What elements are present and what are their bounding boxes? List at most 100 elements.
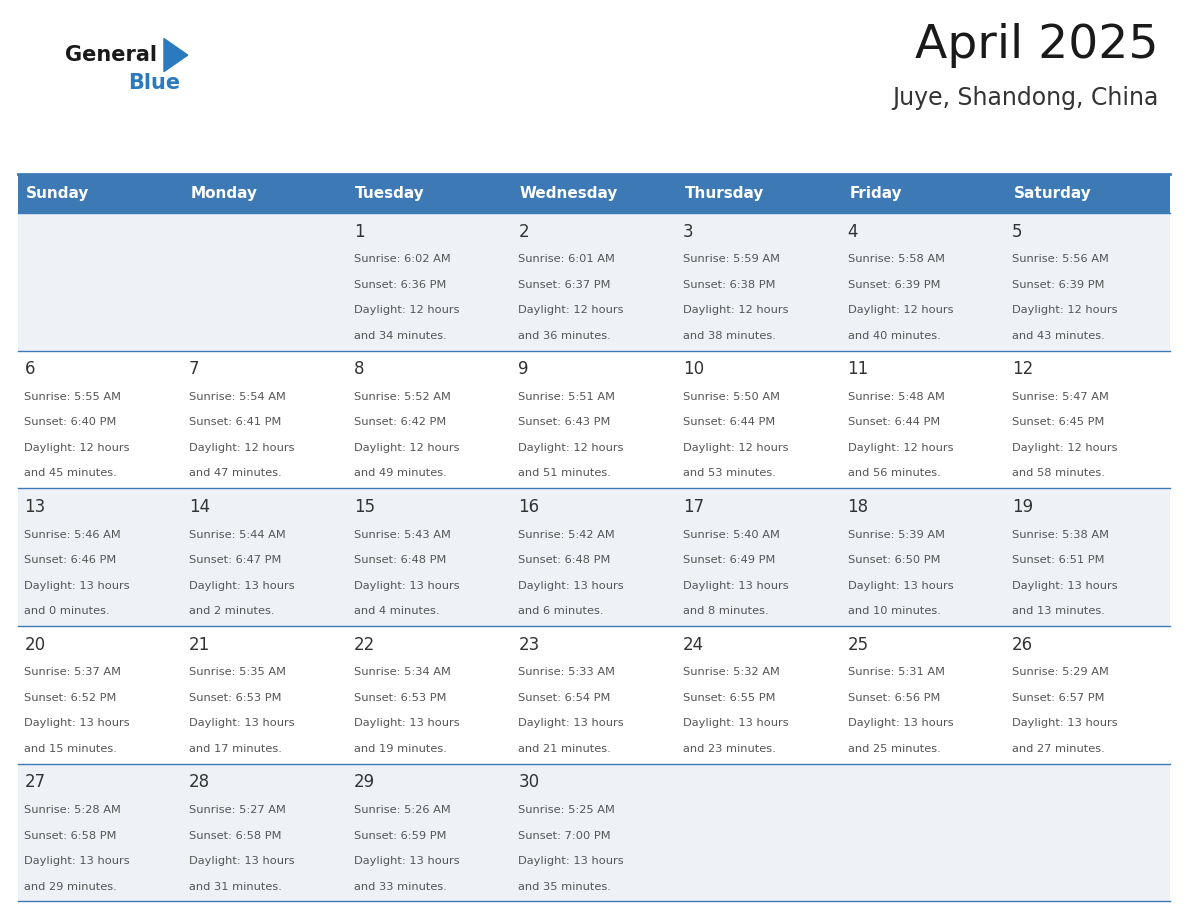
Text: and 58 minutes.: and 58 minutes.	[1012, 468, 1105, 478]
Text: 12: 12	[1012, 360, 1034, 378]
Text: Sunrise: 5:31 AM: Sunrise: 5:31 AM	[847, 667, 944, 677]
Text: Sunrise: 5:58 AM: Sunrise: 5:58 AM	[847, 254, 944, 264]
Bar	[18, 174, 183, 213]
Bar	[18, 764, 1170, 901]
Text: 27: 27	[25, 773, 45, 791]
Text: 9: 9	[518, 360, 529, 378]
Text: and 8 minutes.: and 8 minutes.	[683, 606, 769, 616]
Text: 30: 30	[518, 773, 539, 791]
Text: and 38 minutes.: and 38 minutes.	[683, 330, 776, 341]
Text: Daylight: 13 hours: Daylight: 13 hours	[25, 718, 129, 728]
Text: Friday: Friday	[849, 186, 902, 201]
Text: and 25 minutes.: and 25 minutes.	[847, 744, 940, 754]
Text: 6: 6	[25, 360, 34, 378]
Bar	[18, 488, 1170, 626]
Text: Sunset: 6:42 PM: Sunset: 6:42 PM	[354, 418, 446, 428]
Text: 20: 20	[25, 635, 45, 654]
Text: Daylight: 12 hours: Daylight: 12 hours	[1012, 443, 1118, 453]
Text: 26: 26	[1012, 635, 1034, 654]
Text: and 45 minutes.: and 45 minutes.	[25, 468, 118, 478]
Text: Sunrise: 5:40 AM: Sunrise: 5:40 AM	[683, 530, 779, 540]
Text: Daylight: 13 hours: Daylight: 13 hours	[354, 718, 460, 728]
Text: Sunset: 6:39 PM: Sunset: 6:39 PM	[1012, 280, 1105, 290]
Text: Sunrise: 5:44 AM: Sunrise: 5:44 AM	[189, 530, 286, 540]
Text: and 31 minutes.: and 31 minutes.	[189, 881, 282, 891]
Text: Daylight: 13 hours: Daylight: 13 hours	[518, 580, 624, 590]
Text: Daylight: 12 hours: Daylight: 12 hours	[683, 443, 789, 453]
Text: Sunset: 6:53 PM: Sunset: 6:53 PM	[354, 693, 447, 703]
Text: Daylight: 13 hours: Daylight: 13 hours	[354, 580, 460, 590]
Text: Sunrise: 5:35 AM: Sunrise: 5:35 AM	[189, 667, 286, 677]
Text: Sunrise: 5:39 AM: Sunrise: 5:39 AM	[847, 530, 944, 540]
Text: Sunset: 6:36 PM: Sunset: 6:36 PM	[354, 280, 446, 290]
Text: Sunset: 6:57 PM: Sunset: 6:57 PM	[1012, 693, 1105, 703]
Text: Sunset: 6:45 PM: Sunset: 6:45 PM	[1012, 418, 1105, 428]
Bar	[18, 213, 1170, 351]
Text: Sunset: 6:55 PM: Sunset: 6:55 PM	[683, 693, 776, 703]
Bar	[347, 174, 512, 213]
Text: Sunrise: 5:42 AM: Sunrise: 5:42 AM	[518, 530, 615, 540]
Text: and 53 minutes.: and 53 minutes.	[683, 468, 776, 478]
Text: and 10 minutes.: and 10 minutes.	[847, 606, 941, 616]
Text: Sunset: 6:47 PM: Sunset: 6:47 PM	[189, 555, 282, 565]
Text: Daylight: 13 hours: Daylight: 13 hours	[189, 856, 295, 866]
Text: Sunrise: 5:46 AM: Sunrise: 5:46 AM	[25, 530, 121, 540]
Text: Sunset: 6:41 PM: Sunset: 6:41 PM	[189, 418, 282, 428]
Text: 11: 11	[847, 360, 868, 378]
Text: Sunrise: 5:50 AM: Sunrise: 5:50 AM	[683, 392, 779, 402]
Text: Daylight: 12 hours: Daylight: 12 hours	[847, 443, 953, 453]
Text: Tuesday: Tuesday	[355, 186, 425, 201]
Text: and 56 minutes.: and 56 minutes.	[847, 468, 940, 478]
Text: 24: 24	[683, 635, 704, 654]
Text: Blue: Blue	[128, 73, 181, 93]
Text: and 29 minutes.: and 29 minutes.	[25, 881, 118, 891]
Polygon shape	[164, 39, 188, 72]
Text: Daylight: 13 hours: Daylight: 13 hours	[189, 580, 295, 590]
Text: Daylight: 12 hours: Daylight: 12 hours	[1012, 305, 1118, 315]
Text: and 36 minutes.: and 36 minutes.	[518, 330, 611, 341]
Text: 23: 23	[518, 635, 539, 654]
Text: Sunrise: 5:55 AM: Sunrise: 5:55 AM	[25, 392, 121, 402]
Text: Sunrise: 5:27 AM: Sunrise: 5:27 AM	[189, 805, 286, 815]
Bar	[1005, 174, 1170, 213]
Text: Sunset: 6:56 PM: Sunset: 6:56 PM	[847, 693, 940, 703]
Text: Sunrise: 5:29 AM: Sunrise: 5:29 AM	[1012, 667, 1110, 677]
Text: Sunrise: 5:52 AM: Sunrise: 5:52 AM	[354, 392, 450, 402]
Text: Sunset: 6:51 PM: Sunset: 6:51 PM	[1012, 555, 1105, 565]
Text: Daylight: 12 hours: Daylight: 12 hours	[683, 305, 789, 315]
Text: and 13 minutes.: and 13 minutes.	[1012, 606, 1105, 616]
Text: Daylight: 13 hours: Daylight: 13 hours	[25, 856, 129, 866]
Text: Sunrise: 5:43 AM: Sunrise: 5:43 AM	[354, 530, 450, 540]
Text: Saturday: Saturday	[1013, 186, 1092, 201]
Text: 28: 28	[189, 773, 210, 791]
Text: Sunrise: 5:28 AM: Sunrise: 5:28 AM	[25, 805, 121, 815]
Text: and 15 minutes.: and 15 minutes.	[25, 744, 118, 754]
Text: Sunrise: 5:47 AM: Sunrise: 5:47 AM	[1012, 392, 1110, 402]
Text: 3: 3	[683, 222, 694, 241]
Text: Sunrise: 5:54 AM: Sunrise: 5:54 AM	[189, 392, 286, 402]
Text: 25: 25	[847, 635, 868, 654]
Bar	[183, 174, 347, 213]
Text: Sunset: 6:46 PM: Sunset: 6:46 PM	[25, 555, 116, 565]
Text: and 51 minutes.: and 51 minutes.	[518, 468, 611, 478]
Text: and 21 minutes.: and 21 minutes.	[518, 744, 611, 754]
Bar	[18, 626, 1170, 764]
Text: Daylight: 13 hours: Daylight: 13 hours	[189, 718, 295, 728]
Text: Sunday: Sunday	[26, 186, 89, 201]
Text: and 4 minutes.: and 4 minutes.	[354, 606, 440, 616]
Text: and 27 minutes.: and 27 minutes.	[1012, 744, 1105, 754]
Text: Sunset: 6:58 PM: Sunset: 6:58 PM	[189, 831, 282, 841]
Text: Sunrise: 5:51 AM: Sunrise: 5:51 AM	[518, 392, 615, 402]
Text: Juye, Shandong, China: Juye, Shandong, China	[892, 86, 1158, 110]
Text: General: General	[65, 45, 157, 65]
Text: 16: 16	[518, 498, 539, 516]
Text: Sunset: 6:39 PM: Sunset: 6:39 PM	[847, 280, 940, 290]
Text: and 6 minutes.: and 6 minutes.	[518, 606, 604, 616]
Text: Sunset: 6:44 PM: Sunset: 6:44 PM	[847, 418, 940, 428]
Text: Daylight: 12 hours: Daylight: 12 hours	[354, 305, 459, 315]
Text: Daylight: 12 hours: Daylight: 12 hours	[25, 443, 129, 453]
Text: Sunrise: 5:38 AM: Sunrise: 5:38 AM	[1012, 530, 1110, 540]
Text: 10: 10	[683, 360, 704, 378]
Text: 19: 19	[1012, 498, 1034, 516]
Text: 1: 1	[354, 222, 365, 241]
